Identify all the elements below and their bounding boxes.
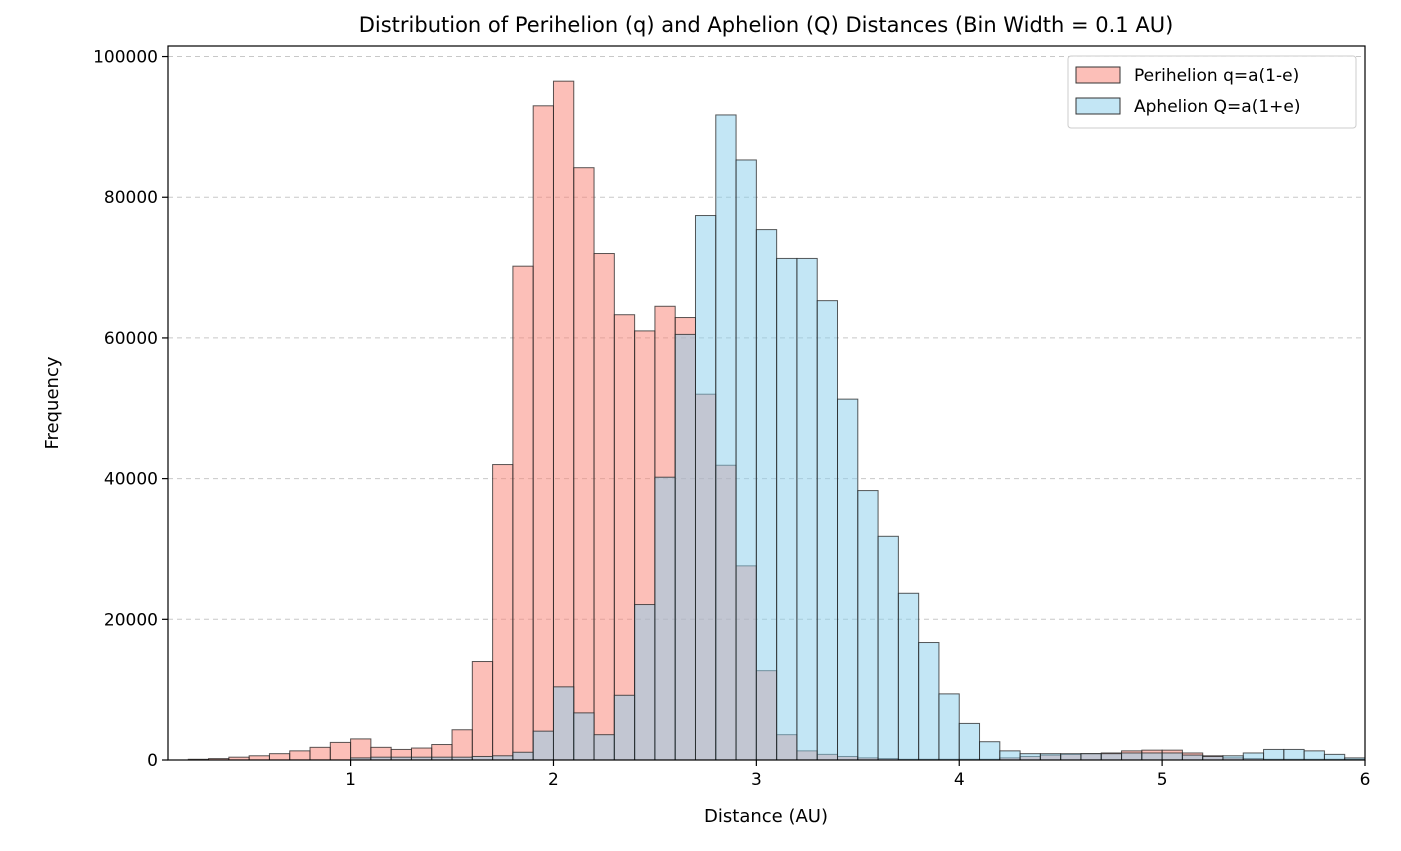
aphelion-bar — [857, 490, 879, 761]
aphelion-bar — [958, 722, 981, 761]
x-axis-ticks: 1 2 3 4 5 6 — [345, 760, 1370, 790]
y-tick-label: 100000 — [93, 48, 158, 68]
aphelion-bar — [694, 215, 717, 761]
perihelion-bar — [471, 661, 494, 761]
aphelion-bars — [350, 114, 1366, 761]
aphelion-bar — [674, 333, 696, 761]
y-axis-label: Frequency — [42, 356, 63, 449]
aphelion-bar — [979, 741, 1001, 761]
aphelion-bar — [776, 257, 798, 761]
legend-box — [1067, 55, 1357, 129]
chart-title: Distribution of Perihelion (q) and Aphel… — [359, 13, 1174, 37]
aphelion-bar — [573, 712, 595, 761]
plot-frame — [167, 45, 1366, 761]
perihelion-bar — [289, 750, 311, 761]
perihelion-bar — [329, 741, 352, 761]
perihelion-bar — [451, 729, 473, 761]
aphelion-bar — [999, 750, 1021, 761]
legend-label-aphelion: Aphelion Q=a(1+e) — [1134, 97, 1301, 117]
aphelion-bar — [1019, 753, 1041, 761]
aphelion-bar — [715, 114, 737, 761]
aphelion-bar — [1222, 755, 1244, 761]
perihelion-bar — [573, 167, 595, 761]
y-tick-label: 0 — [147, 751, 158, 771]
x-tick-label: 4 — [954, 770, 965, 790]
aphelion-bar — [613, 694, 636, 761]
perihelion-bar — [268, 753, 291, 761]
x-tick-label: 2 — [548, 770, 559, 790]
perihelion-bar — [309, 746, 331, 761]
aphelion-bar — [755, 229, 778, 761]
aphelion-bar — [1181, 754, 1204, 761]
aphelion-bar — [1263, 748, 1285, 761]
y-tick-label: 80000 — [104, 188, 158, 208]
perihelion-bar — [350, 738, 372, 761]
aphelion-bar — [877, 535, 899, 761]
perihelion-bar — [512, 265, 534, 761]
perihelion-bar — [248, 755, 270, 761]
aphelion-bar — [837, 398, 859, 761]
y-tick-label: 60000 — [104, 329, 158, 349]
x-axis-label: Distance (AU) — [704, 806, 828, 827]
y-tick-label: 20000 — [104, 610, 158, 630]
perihelion-bar — [593, 253, 615, 761]
perihelion-bar — [492, 464, 514, 761]
aphelion-bar — [1039, 753, 1062, 761]
aphelion-bar — [1141, 752, 1163, 761]
aphelion-bar — [735, 159, 757, 761]
aphelion-bar — [512, 751, 534, 761]
aphelion-bar — [492, 755, 514, 761]
aphelion-bar — [1323, 753, 1346, 761]
aphelion-bar — [654, 476, 676, 761]
aphelion-bar — [1100, 753, 1123, 761]
aphelion-bar — [1303, 750, 1325, 761]
legend-label-perihelion: Perihelion q=a(1-e) — [1134, 66, 1299, 86]
aphelion-bar — [593, 734, 615, 761]
aphelion-bar — [1121, 752, 1143, 761]
perihelion-bar — [613, 314, 636, 761]
perihelion-bar — [552, 80, 575, 761]
perihelion-bar — [532, 105, 554, 761]
aphelion-bar — [1242, 752, 1265, 761]
aphelion-bar — [897, 592, 920, 761]
aphelion-bar — [532, 730, 554, 761]
y-tick-label: 40000 — [104, 470, 158, 490]
x-tick-label: 3 — [751, 770, 762, 790]
y-axis-ticks: 0 20000 40000 60000 80000 100000 — [93, 48, 168, 771]
aphelion-bar — [918, 642, 940, 761]
x-tick-label: 6 — [1360, 770, 1371, 790]
legend: Perihelion q=a(1-e) Aphelion Q=a(1+e) — [1067, 55, 1357, 129]
x-tick-label: 1 — [345, 770, 356, 790]
aphelion-bar — [634, 604, 656, 761]
aphelion-bar — [1283, 748, 1305, 761]
aphelion-bar — [816, 300, 839, 761]
aphelion-bar — [1161, 752, 1183, 761]
legend-swatch-perihelion — [1075, 66, 1121, 84]
legend-swatch-aphelion — [1075, 97, 1121, 115]
aphelion-bar — [938, 693, 960, 761]
aphelion-bar — [1060, 753, 1082, 761]
aphelion-bar — [552, 686, 575, 761]
aphelion-bar — [796, 257, 818, 761]
aphelion-bar — [1080, 753, 1102, 761]
x-tick-label: 5 — [1157, 770, 1168, 790]
